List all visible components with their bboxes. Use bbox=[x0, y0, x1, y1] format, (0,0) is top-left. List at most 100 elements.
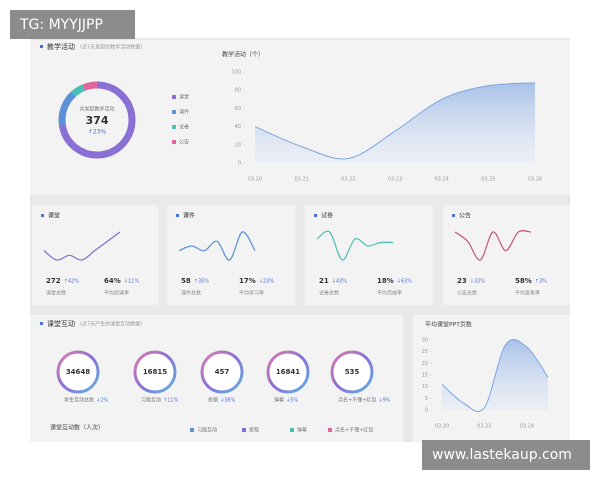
legend-swatch bbox=[290, 428, 294, 432]
legend-swatch bbox=[172, 125, 176, 129]
stat-change: ↑42% bbox=[64, 279, 80, 285]
sparkline bbox=[178, 231, 256, 261]
stat-change: ↓43% bbox=[332, 279, 348, 285]
bullet bbox=[176, 214, 179, 217]
y-tick-label: 10 bbox=[422, 384, 428, 390]
ring-change: ↓5% bbox=[286, 398, 298, 404]
y-tick-label: 15 bbox=[422, 373, 428, 379]
ring-value: 535 bbox=[345, 368, 360, 376]
donut-value: 374 bbox=[86, 114, 109, 127]
ring-value: 457 bbox=[215, 368, 230, 376]
y-tick-label: 60 bbox=[235, 106, 241, 112]
bullet bbox=[41, 214, 44, 217]
stat-label: 试卷总数 bbox=[319, 290, 339, 297]
stat-value: 58% bbox=[515, 277, 532, 285]
y-tick-label: 40 bbox=[235, 124, 241, 130]
x-tick-label: 03.25 bbox=[481, 177, 495, 183]
chart-title: 平均课堂PPT页数 bbox=[425, 321, 472, 329]
y-tick-label: 20 bbox=[235, 142, 241, 148]
stat-label: 公告总数 bbox=[457, 290, 477, 297]
bullet bbox=[40, 45, 43, 48]
legend-swatch bbox=[172, 95, 176, 99]
ring bbox=[56, 350, 100, 394]
x-tick-label: 03.21 bbox=[295, 177, 309, 183]
ring bbox=[133, 350, 177, 394]
card-title: 公告 bbox=[459, 212, 471, 220]
x-tick-label: 03.22 bbox=[341, 177, 355, 183]
ring-label: 投稿 bbox=[208, 397, 218, 404]
ring-label: 习题互动 bbox=[141, 397, 161, 404]
ring bbox=[266, 350, 310, 394]
legend-label: 课堂 bbox=[179, 94, 189, 101]
legend-title: 课堂互动数（人次） bbox=[50, 424, 104, 432]
stat-label: 平均到课率 bbox=[104, 290, 129, 297]
ring-value: 16815 bbox=[143, 368, 167, 376]
stat-label: 课堂总数 bbox=[46, 290, 66, 297]
legend-label: 课件 bbox=[179, 109, 189, 116]
bullet bbox=[452, 214, 455, 217]
watermark-box bbox=[422, 440, 590, 470]
chart-title: 教学活动（个） bbox=[222, 51, 264, 59]
legend-swatch bbox=[172, 140, 176, 144]
legend-swatch bbox=[242, 428, 246, 432]
stat-value: 21 bbox=[319, 277, 329, 285]
watermark: www.lastekaup.com bbox=[432, 447, 572, 463]
donut-segment bbox=[82, 81, 98, 91]
x-tick-label: 03.24 bbox=[435, 177, 449, 183]
section-subtitle: (近7天产生的课堂互动数据) bbox=[80, 321, 142, 328]
watermark: TG: MYYJJPP bbox=[19, 17, 103, 33]
stat-change: ↓32% bbox=[470, 279, 486, 285]
x-tick-label: 03.23 bbox=[388, 177, 402, 183]
ring-label: 学生互动总数 bbox=[64, 397, 94, 404]
stat-value: 17% bbox=[239, 277, 256, 285]
sparkline bbox=[454, 230, 532, 261]
donut-segment bbox=[58, 81, 136, 159]
area-fill bbox=[255, 82, 535, 163]
legend-swatch bbox=[190, 428, 194, 432]
stat-value: 64% bbox=[104, 277, 121, 285]
donut-change: ↑23% bbox=[88, 129, 107, 136]
watermark-box bbox=[10, 10, 135, 39]
legend-label: 点名+不懂+红包 bbox=[335, 427, 373, 434]
area-line bbox=[254, 82, 536, 160]
area-fill bbox=[442, 339, 548, 412]
stat-label: 平均完成率 bbox=[377, 290, 402, 297]
y-tick-label: 20 bbox=[422, 361, 428, 367]
stat-change: ↓11% bbox=[124, 279, 140, 285]
ring bbox=[200, 350, 244, 394]
stat-value: 18% bbox=[377, 277, 394, 285]
card-title: 课堂 bbox=[48, 212, 60, 220]
legend-swatch bbox=[172, 110, 176, 114]
y-tick-label: 0 bbox=[238, 161, 241, 167]
ring bbox=[330, 350, 374, 394]
ring-change: ↓9% bbox=[378, 398, 390, 404]
y-tick-label: 80 bbox=[235, 88, 241, 94]
stat-change: ↑3% bbox=[535, 279, 547, 285]
legend-label: 试卷 bbox=[179, 124, 189, 131]
ring-value: 34648 bbox=[66, 368, 90, 376]
x-tick-label: 03.26 bbox=[528, 177, 542, 183]
section-subtitle: (近7天发起的教学活动数据) bbox=[80, 44, 142, 51]
legend-label: 习题互动 bbox=[197, 427, 217, 434]
card bbox=[32, 205, 158, 305]
x-tick-label: 03.20 bbox=[248, 177, 262, 183]
stat-label: 平均查看率 bbox=[515, 290, 540, 297]
x-tick-label: 03.24 bbox=[520, 424, 534, 430]
stat-label: 课件总数 bbox=[181, 290, 201, 297]
stat-label: 平均学习率 bbox=[239, 290, 264, 297]
ring-change: ↓38% bbox=[220, 398, 236, 404]
donut-segment bbox=[58, 91, 76, 126]
stat-value: 272 bbox=[46, 277, 61, 285]
area-line bbox=[441, 339, 549, 413]
bullet bbox=[40, 322, 43, 325]
ring-change: ↓2% bbox=[96, 398, 108, 404]
donut-segment bbox=[71, 84, 86, 97]
y-tick-label: 25 bbox=[422, 349, 428, 355]
stat-change: ↑35% bbox=[194, 279, 210, 285]
card-title: 课件 bbox=[183, 212, 195, 220]
ring-change: ↑11% bbox=[163, 398, 179, 404]
section-title: 教学活动 bbox=[47, 42, 75, 51]
ring-label: 弹幕 bbox=[274, 397, 284, 404]
y-tick-label: 0 bbox=[425, 408, 428, 414]
